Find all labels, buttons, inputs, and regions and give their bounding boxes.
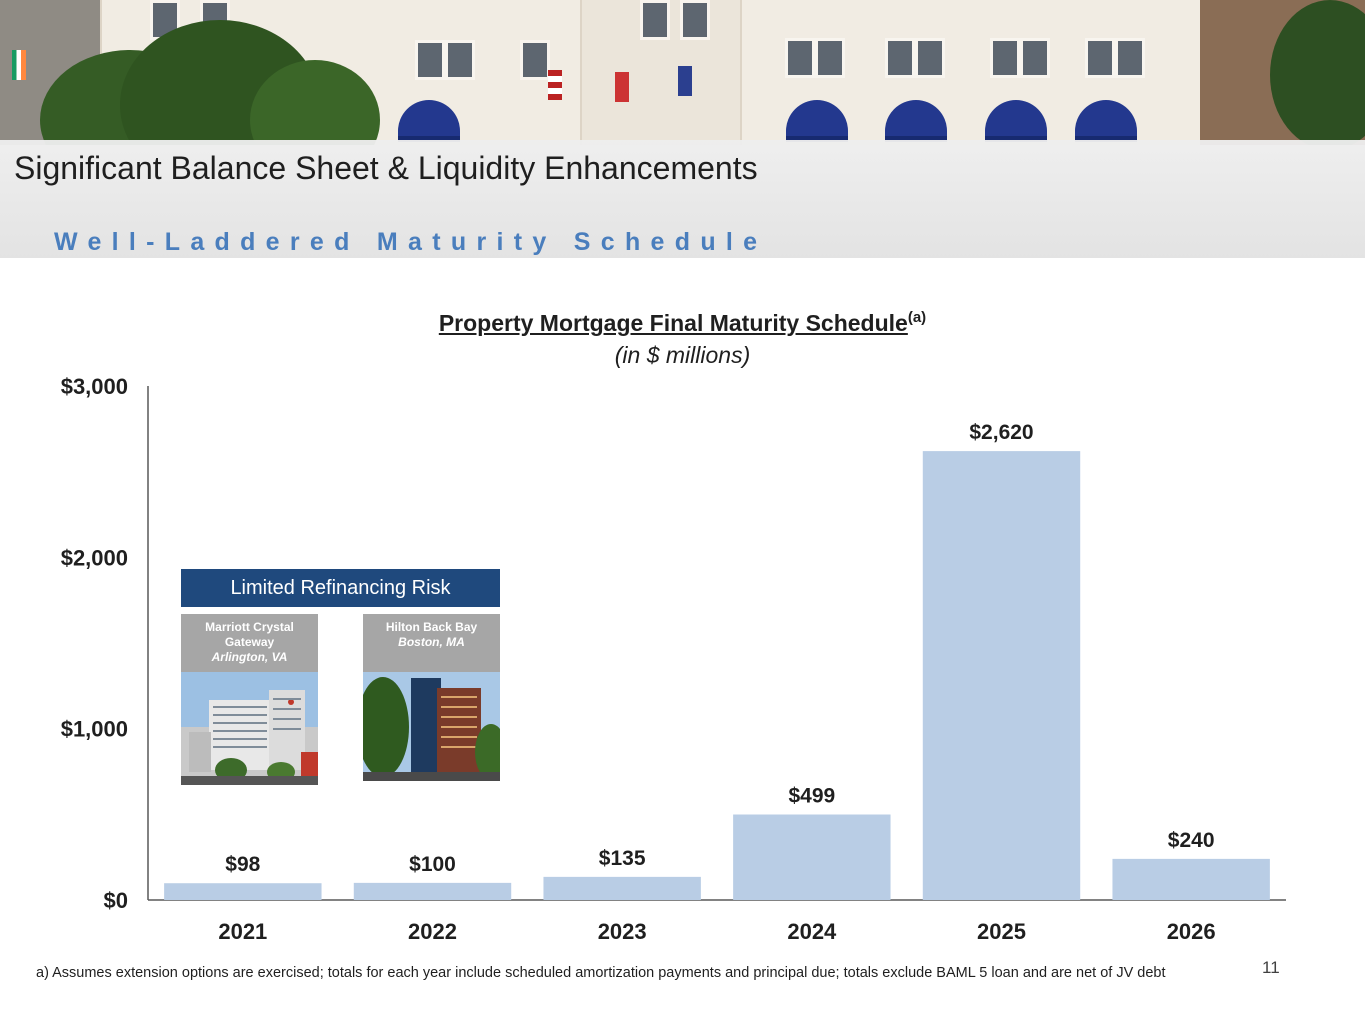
title-band xyxy=(0,140,1365,258)
property-photo-marriott xyxy=(181,672,318,785)
property-label: Hilton Back Bay Boston, MA xyxy=(363,614,500,672)
page-number: 11 xyxy=(1262,958,1280,977)
y-tick-label: $0 xyxy=(104,888,128,913)
section-subtitle: Well-Laddered Maturity Schedule xyxy=(54,228,768,256)
property-location: Arlington, VA xyxy=(211,650,288,664)
bar-value-label: $499 xyxy=(788,785,835,808)
x-tick-label: 2024 xyxy=(787,919,837,944)
footnote: a) Assumes extension options are exercis… xyxy=(36,965,1166,981)
page-title: Significant Balance Sheet & Liquidity En… xyxy=(14,150,758,186)
bar-value-label: $98 xyxy=(225,853,260,876)
x-tick-label: 2022 xyxy=(408,919,457,944)
chart-title-text: Property Mortgage Final Maturity Schedul… xyxy=(438,310,908,336)
chart-title-footnote-marker: (a) xyxy=(907,309,927,326)
bar-chart: $0 $1,000 $2,000 $3,000 $98 2021 $100 2022 $135 2… xyxy=(61,374,1286,944)
bar-value-label: $2,620 xyxy=(969,421,1033,444)
chart-title: Property Mortgage Final Maturity Schedul… xyxy=(0,309,1365,337)
header-photo xyxy=(0,0,1365,145)
x-tick-label: 2025 xyxy=(977,919,1026,944)
bar-value-label: $100 xyxy=(409,853,456,876)
property-label: Marriott Crystal Gateway Arlington, VA xyxy=(181,614,318,672)
y-tick-label: $1,000 xyxy=(61,717,128,742)
bar-value-label: $240 xyxy=(1168,829,1215,852)
x-tick-label: 2023 xyxy=(598,919,647,944)
bar xyxy=(1112,858,1270,900)
property-card-marriott: Marriott Crystal Gateway Arlington, VA xyxy=(181,614,318,785)
refinancing-risk-banner: Limited Refinancing Risk xyxy=(181,569,500,607)
property-card-hilton: Hilton Back Bay Boston, MA xyxy=(363,614,500,781)
bar xyxy=(353,882,512,900)
property-name: Marriott Crystal Gateway xyxy=(205,620,294,649)
y-tick-label: $2,000 xyxy=(61,545,128,570)
bar xyxy=(543,876,701,900)
bar-value-label: $135 xyxy=(599,847,646,870)
x-tick-label: 2021 xyxy=(218,919,267,944)
x-tick-label: 2026 xyxy=(1167,919,1216,944)
chart-units: (in $ millions) xyxy=(614,342,751,368)
property-name: Hilton Back Bay xyxy=(385,620,478,634)
bar xyxy=(733,814,891,900)
property-photo-hilton xyxy=(363,672,500,781)
bar xyxy=(164,883,322,900)
bar xyxy=(922,451,1081,900)
y-tick-label: $3,000 xyxy=(61,374,128,399)
property-location: Boston, MA xyxy=(398,635,465,649)
